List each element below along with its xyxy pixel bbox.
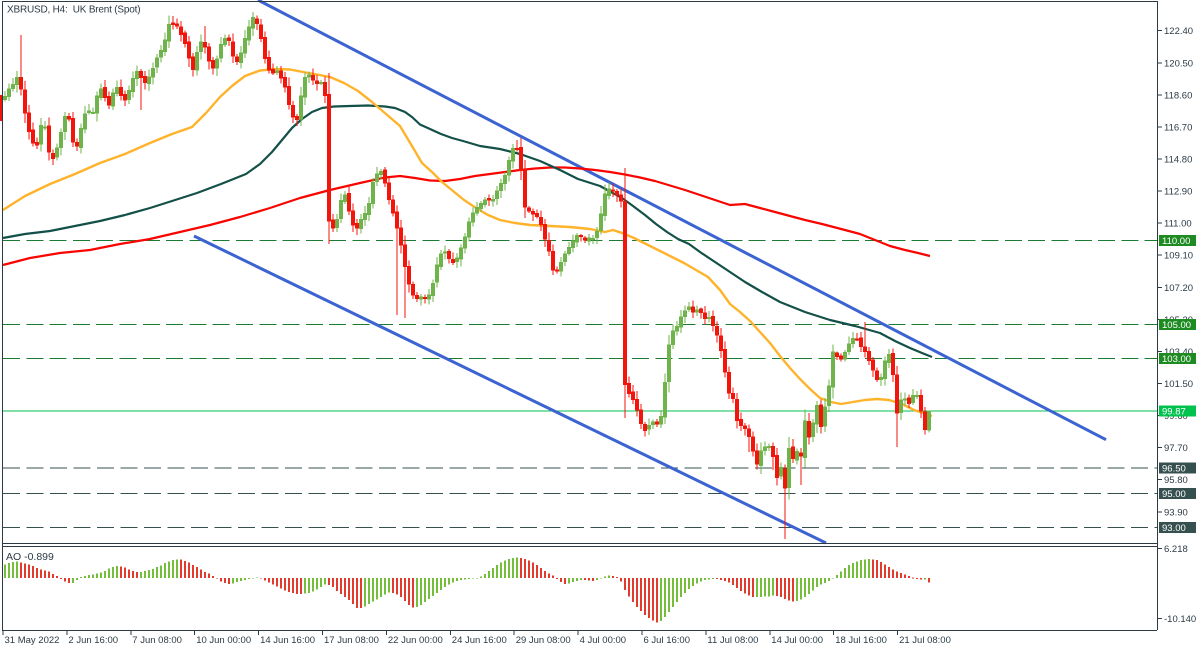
svg-text:21 Jul 08:00: 21 Jul 08:00 [899,635,951,646]
svg-text:10 Jun 00:00: 10 Jun 00:00 [196,635,251,646]
svg-text:95.00: 95.00 [1162,489,1186,500]
svg-text:116.70: 116.70 [1164,122,1192,133]
svg-text:18 Jul 16:00: 18 Jul 16:00 [835,635,887,646]
svg-text:99.60: 99.60 [1164,411,1188,422]
svg-text:2 Jun 16:00: 2 Jun 16:00 [68,635,118,646]
svg-text:99.87: 99.87 [1162,407,1186,418]
svg-text:14 Jul 00:00: 14 Jul 00:00 [771,635,823,646]
svg-text:17 Jun 08:00: 17 Jun 08:00 [324,635,379,646]
svg-text:93.00: 93.00 [1162,523,1186,534]
svg-text:7 Jun 08:00: 7 Jun 08:00 [132,635,182,646]
svg-text:101.50: 101.50 [1164,379,1193,390]
svg-text:93.90: 93.90 [1164,507,1188,518]
svg-text:-10.140: -10.140 [1164,614,1196,625]
svg-text:29 Jun 08:00: 29 Jun 08:00 [516,635,571,646]
svg-text:109.10: 109.10 [1164,251,1193,262]
svg-text:110.00: 110.00 [1162,236,1190,247]
svg-text:105.00: 105.00 [1162,320,1191,331]
svg-text:114.80: 114.80 [1164,155,1192,166]
svg-text:31 May 2022: 31 May 2022 [5,635,60,646]
svg-text:107.20: 107.20 [1164,283,1193,294]
svg-text:95.80: 95.80 [1164,475,1188,486]
svg-text:97.70: 97.70 [1164,443,1188,454]
svg-text:103.00: 103.00 [1162,354,1191,365]
svg-text:24 Jun 16:00: 24 Jun 16:00 [452,635,507,646]
svg-text:118.60: 118.60 [1164,90,1192,101]
svg-text:96.50: 96.50 [1162,464,1186,475]
svg-text:14 Jun 16:00: 14 Jun 16:00 [260,635,315,646]
svg-text:112.90: 112.90 [1164,187,1192,198]
svg-text:AO -0.899: AO -0.899 [6,551,54,563]
svg-text:4 Jul 00:00: 4 Jul 00:00 [580,635,626,646]
svg-text:120.50: 120.50 [1164,58,1193,69]
svg-text:6.218: 6.218 [1164,544,1188,555]
svg-text:XBRUSD, H4: UK Brent (Spot): XBRUSD, H4: UK Brent (Spot) [7,5,140,16]
svg-text:22 Jun 00:00: 22 Jun 00:00 [388,635,443,646]
svg-text:6 Jul 16:00: 6 Jul 16:00 [644,635,690,646]
svg-text:11 Jul 08:00: 11 Jul 08:00 [707,635,758,646]
svg-text:103.40: 103.40 [1164,347,1193,358]
svg-text:122.40: 122.40 [1164,26,1193,37]
svg-text:111.00: 111.00 [1164,219,1192,230]
